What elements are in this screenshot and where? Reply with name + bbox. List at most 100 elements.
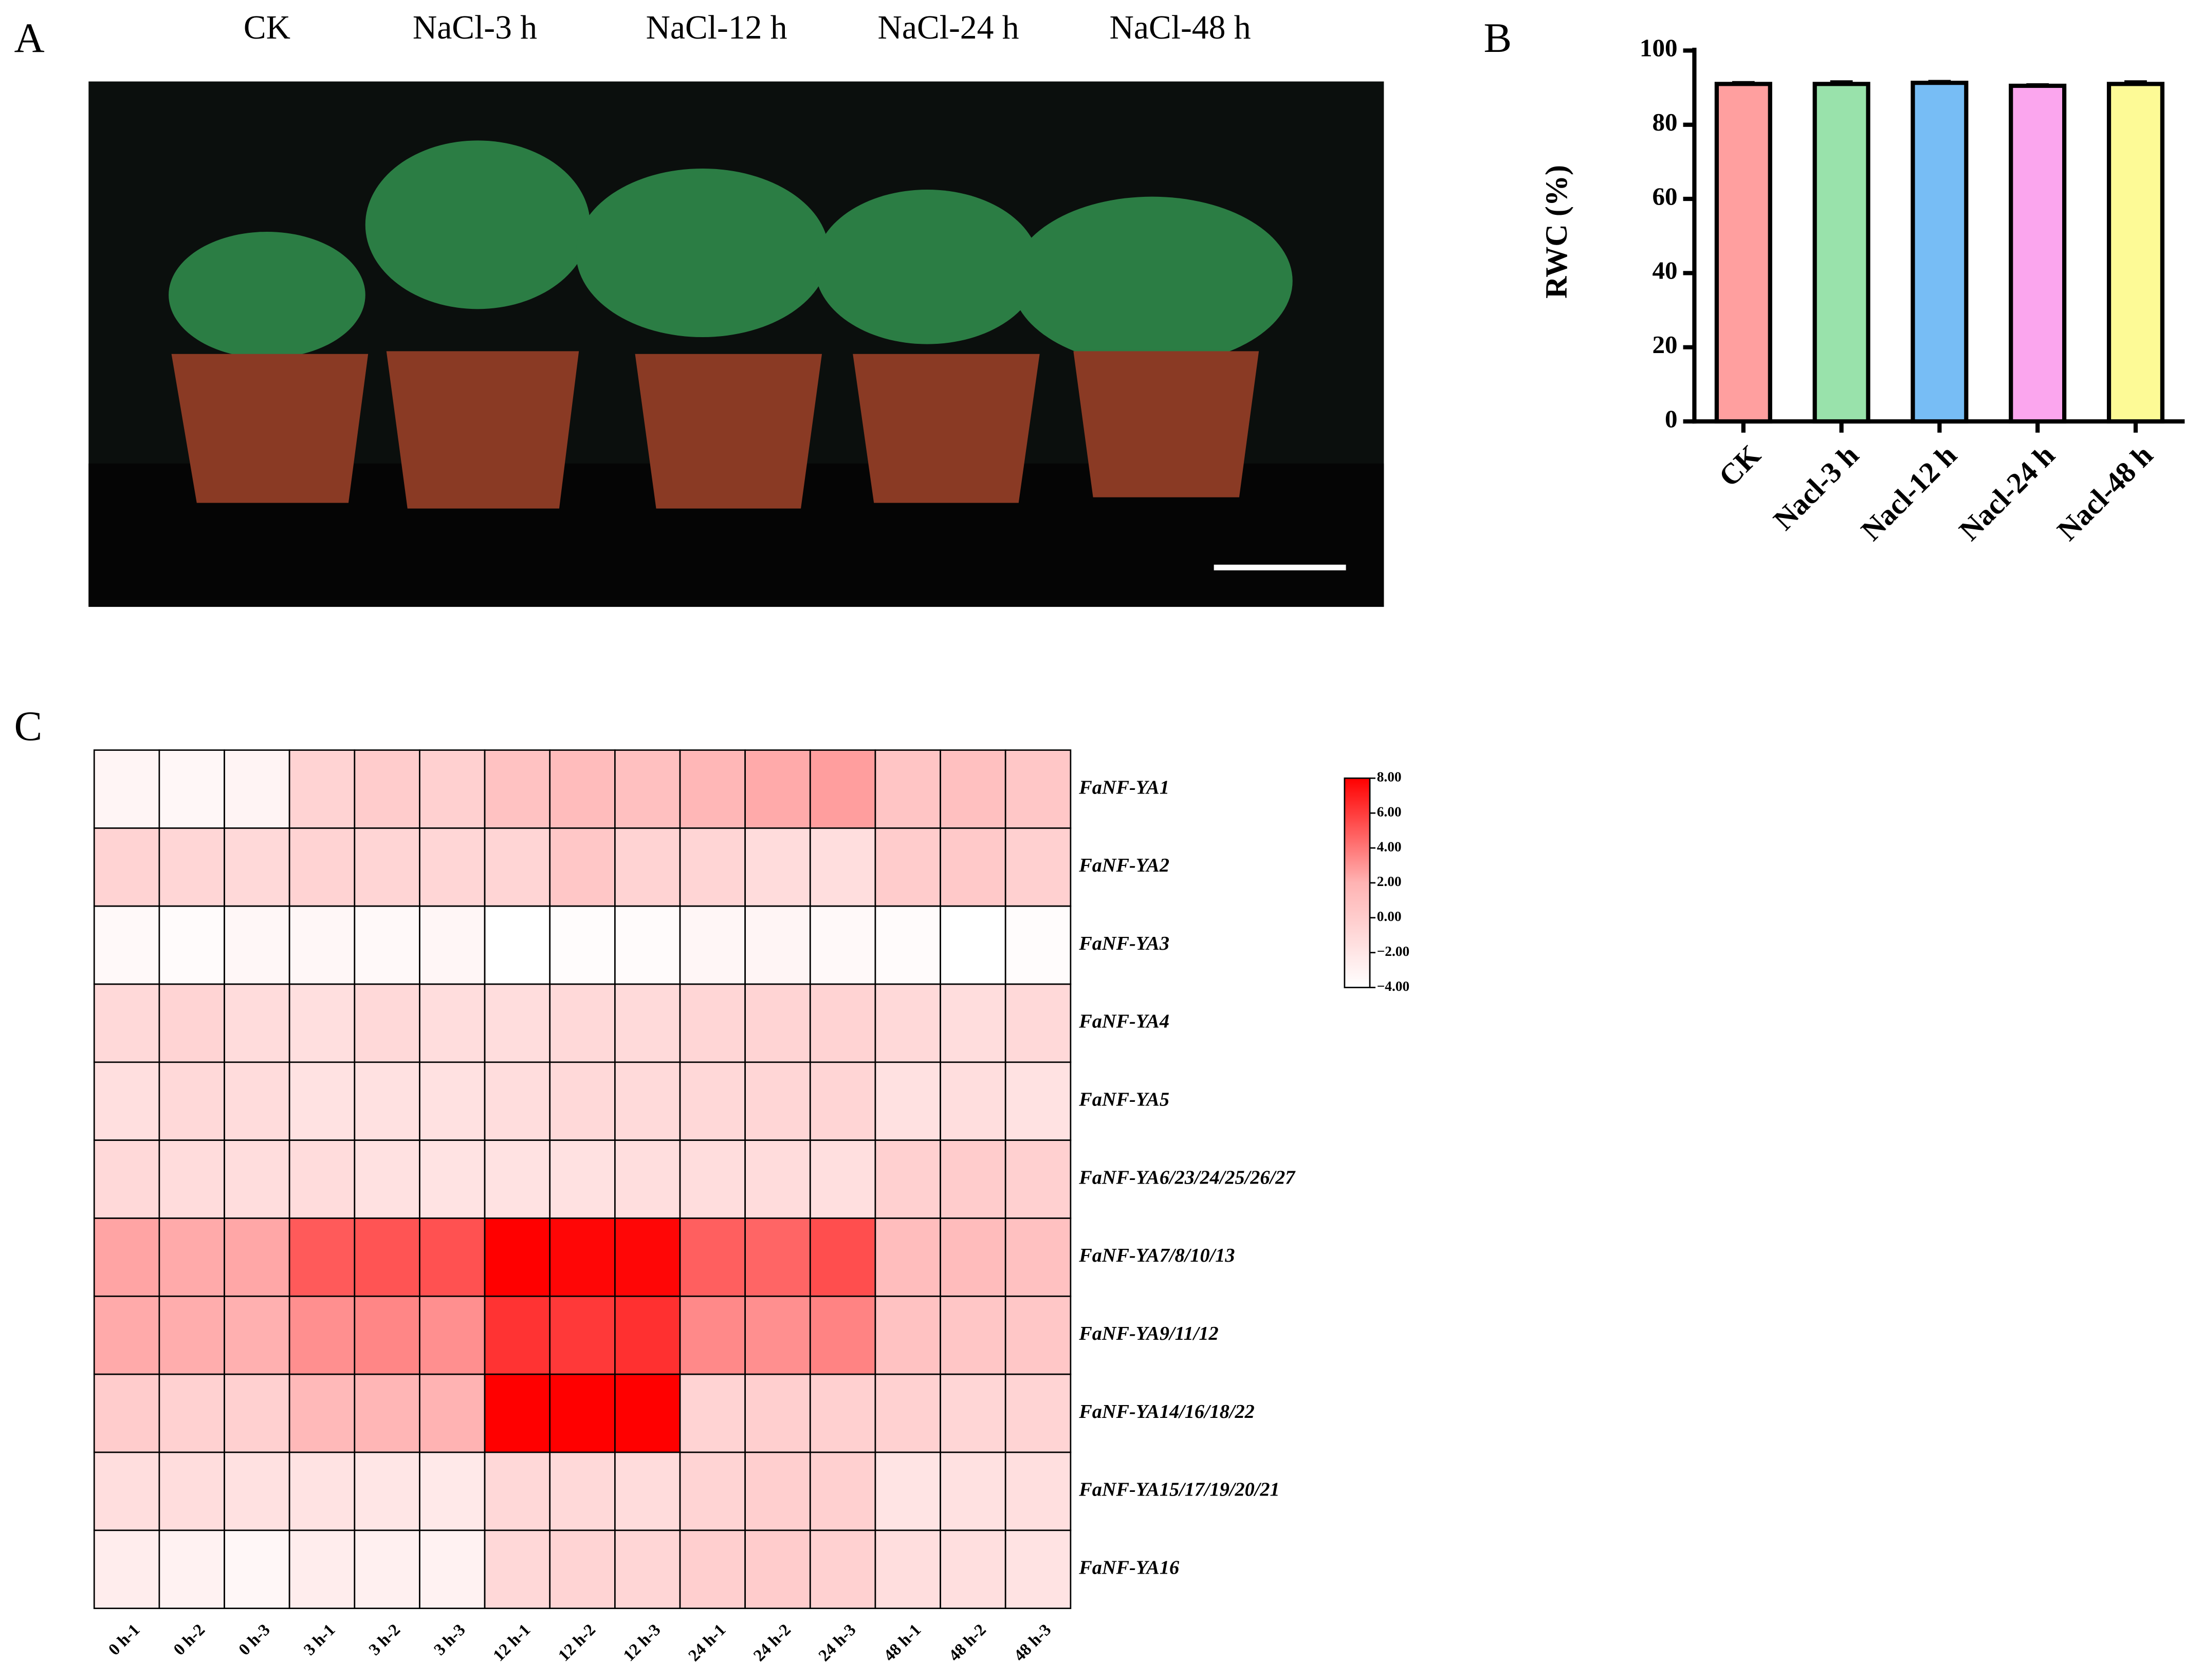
heatmap-cell (940, 1139, 1006, 1219)
heatmap-cell (419, 1139, 486, 1219)
heatmap-cell (158, 827, 225, 907)
row-label: FaNF-YA6/23/24/25/26/27 (1078, 1167, 1296, 1188)
heatmap-cell (679, 905, 746, 985)
heatmap-cell (484, 1061, 551, 1141)
heatmap-cell (1004, 1061, 1072, 1141)
heatmap-cell (288, 983, 356, 1063)
heatmap-cell (809, 1217, 876, 1297)
y-tick-label: 60 (1652, 182, 1677, 210)
column-label: 0 h-2 (170, 1620, 209, 1659)
heatmap-cell (679, 1373, 746, 1453)
heatmap-cell (549, 1529, 616, 1609)
heatmap-cell (549, 983, 616, 1063)
heatmap-cell (744, 1451, 811, 1531)
error-bar (1830, 80, 1853, 84)
heatmap-cell (354, 749, 420, 829)
heatmap-cell (419, 905, 486, 985)
heatmap-cell (93, 1451, 160, 1531)
heatmap-cell (93, 827, 160, 907)
heatmap-cell (484, 827, 551, 907)
x-tick-label: Nacl-24 h (1953, 439, 2061, 547)
y-tick-label: 100 (1640, 34, 1678, 62)
heatmap-cell (874, 983, 941, 1063)
heatmap-cell (549, 1139, 616, 1219)
column-label: 12 h-3 (620, 1620, 665, 1665)
heatmap-cell (93, 1529, 160, 1609)
heatmap-cell (940, 827, 1006, 907)
heatmap-cell (874, 1295, 941, 1375)
heatmap-cell (614, 1295, 681, 1375)
heatmap-cell (809, 905, 876, 985)
heatmap-cell (288, 1451, 356, 1531)
panel-label: C (14, 703, 42, 749)
photo-label: NaCl-3 h (413, 9, 537, 46)
column-label: 3 h-1 (300, 1620, 339, 1659)
heatmap-cell (484, 1139, 551, 1219)
photo-label: CK (244, 9, 290, 46)
heatmap-cell (288, 749, 356, 829)
error-bar (2026, 83, 2049, 86)
heatmap-cell (549, 827, 616, 907)
heatmap-cell (874, 749, 941, 829)
photo (88, 81, 1384, 607)
heatmap-cell (744, 1217, 811, 1297)
heatmap-cell (224, 749, 290, 829)
colorbar (1344, 777, 1371, 988)
heatmap-cell (874, 905, 941, 985)
heatmap-cell (158, 1373, 225, 1453)
column-label: 24 h-1 (685, 1620, 730, 1665)
photo-label: NaCl-12 h (646, 9, 787, 46)
colorbar-tick-label: 0.00 (1377, 909, 1402, 924)
error-bar (2124, 80, 2147, 84)
heatmap-cell (614, 749, 681, 829)
column-label: 12 h-1 (490, 1620, 535, 1665)
heatmap-cell (679, 983, 746, 1063)
heatmap-cell (224, 1217, 290, 1297)
bar (1714, 82, 1772, 424)
row-label: FaNF-YA3 (1078, 933, 1169, 954)
heatmap-cell (1004, 1529, 1072, 1609)
heatmap-cell (940, 1295, 1006, 1375)
row-label: FaNF-YA1 (1078, 777, 1169, 798)
row-label: FaNF-YA5 (1078, 1089, 1169, 1111)
heatmap-cell (679, 1217, 746, 1297)
heatmap-cell (419, 1061, 486, 1141)
x-tick-label: Nacl-48 h (2051, 439, 2159, 547)
row-label: FaNF-YA2 (1078, 855, 1169, 876)
heatmap-cell (158, 905, 225, 985)
column-label: 3 h-2 (365, 1620, 404, 1659)
heatmap-cell (288, 1295, 356, 1375)
heatmap-cell (288, 1139, 356, 1219)
heatmap-cell (1004, 1451, 1072, 1531)
heatmap-cell (614, 905, 681, 985)
heatmap-cell (809, 1451, 876, 1531)
heatmap-cell (1004, 983, 1072, 1063)
heatmap-cell (288, 905, 356, 985)
heatmap-cell (874, 1139, 941, 1219)
y-axis-label: RWC (%) (1539, 165, 1574, 299)
colorbar-tick-label: 4.00 (1377, 839, 1402, 854)
heatmap-cell (874, 827, 941, 907)
heatmap-cell (158, 1061, 225, 1141)
heatmap-cell (158, 749, 225, 829)
heatmap-cell (809, 1529, 876, 1609)
bar (2009, 83, 2067, 424)
heatmap-cell (679, 1295, 746, 1375)
heatmap-cell (1004, 905, 1072, 985)
heatmap-cell (484, 983, 551, 1063)
heatmap-cell (679, 1529, 746, 1609)
heatmap-cell (614, 1373, 681, 1453)
heatmap-cell (158, 1217, 225, 1297)
heatmap-cell (940, 983, 1006, 1063)
row-label: FaNF-YA15/17/19/20/21 (1078, 1479, 1279, 1501)
heatmap-cell (679, 1451, 746, 1531)
bar (2106, 82, 2164, 424)
heatmap-cell (679, 1061, 746, 1141)
row-label: FaNF-YA7/8/10/13 (1078, 1245, 1235, 1266)
heatmap-cell (224, 1529, 290, 1609)
row-label: FaNF-YA16 (1078, 1557, 1180, 1578)
heatmap-cell (224, 827, 290, 907)
heatmap-cell (679, 827, 746, 907)
x-tick-label: Nacl-3 h (1768, 439, 1865, 537)
heatmap-cell (484, 1529, 551, 1609)
